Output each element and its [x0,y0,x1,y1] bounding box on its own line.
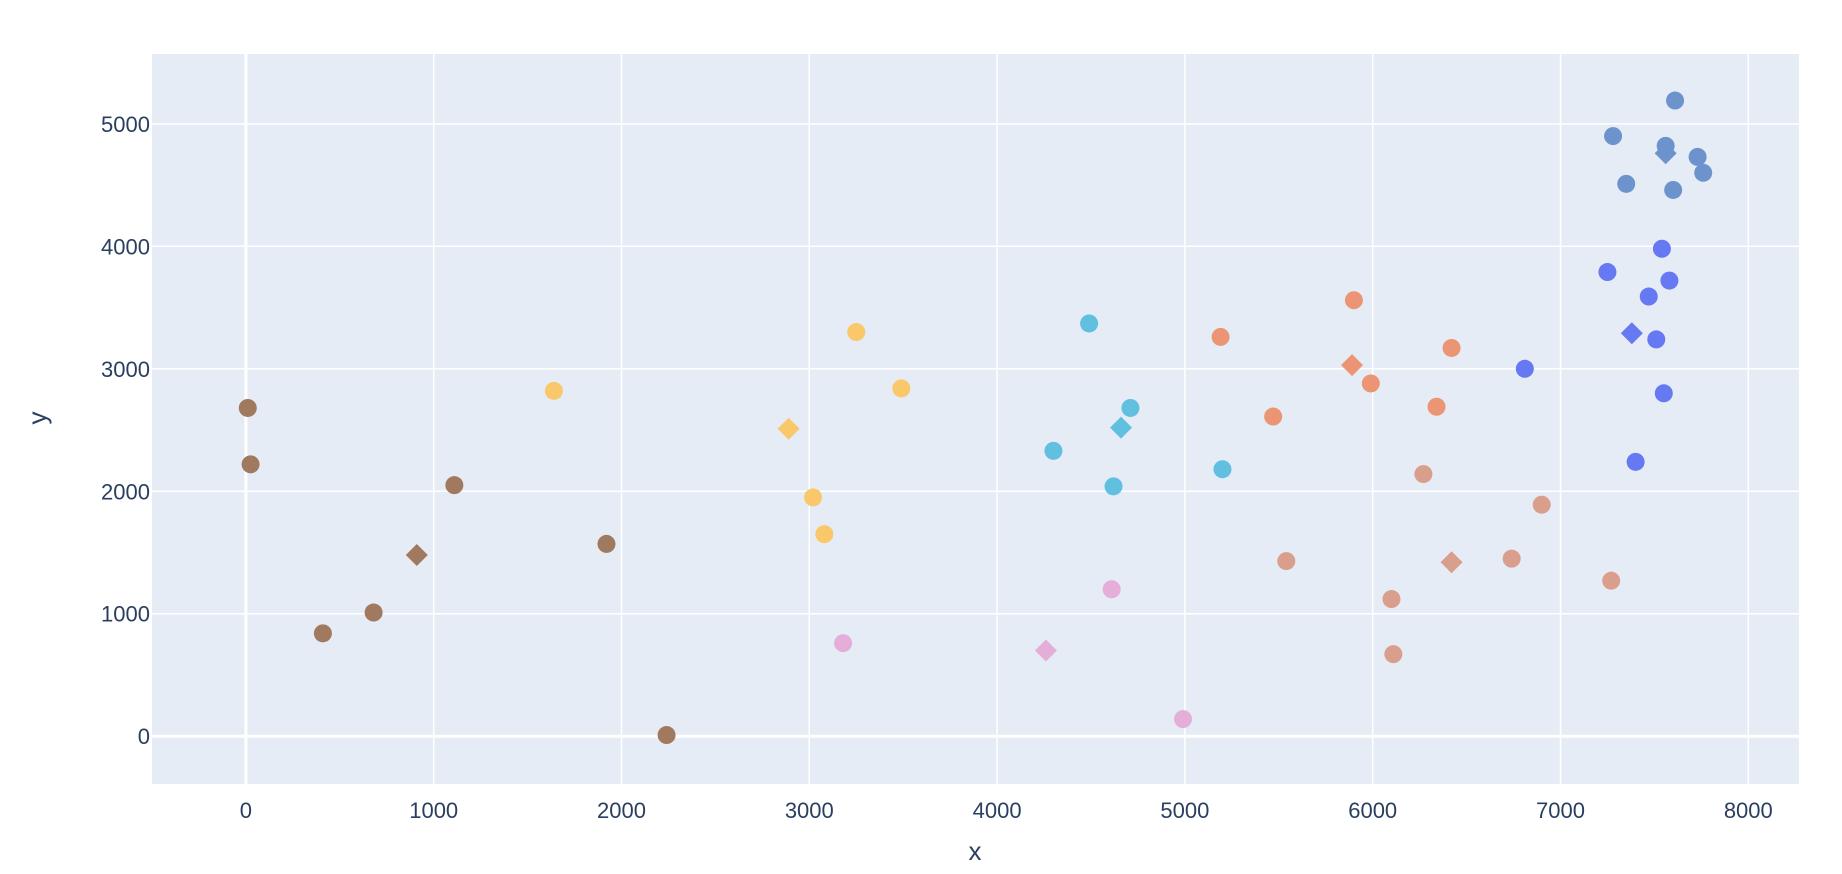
y-axis-title: y [22,412,52,425]
centroid-marker [1110,416,1133,439]
cluster-8 [1604,91,1713,199]
y-tick-label: 4000 [101,234,150,259]
cluster-4 [1044,314,1232,496]
centroid-marker [1440,551,1463,574]
data-point [1264,407,1283,426]
data-point [1664,180,1683,199]
data-point [313,624,332,643]
data-point [1652,239,1671,258]
x-tick-label: 0 [240,798,252,823]
centroid-marker [1654,142,1677,165]
x-tick-label: 6000 [1348,798,1397,823]
x-tick-label: 4000 [973,798,1022,823]
data-point [1617,174,1636,193]
cluster-2 [544,323,911,544]
data-point [1211,327,1230,346]
x-tick-label: 1000 [409,798,458,823]
data-point [1174,710,1193,729]
data-point [1104,477,1123,496]
data-point [1598,263,1617,282]
x-tick-label: 3000 [785,798,834,823]
data-point [1532,495,1551,514]
data-point [815,525,834,544]
data-point [597,534,616,553]
y-axis-ticks: 0 1000 2000 3000 4000 5000 [101,112,150,749]
data-point [364,603,383,622]
data-point [1442,338,1461,357]
data-point [1626,452,1645,471]
data-point [544,381,563,400]
centroid-marker [1341,354,1364,377]
data-point [1361,374,1380,393]
centroid-marker [1034,639,1057,662]
y-tick-label: 0 [138,724,150,749]
data-point [892,379,911,398]
x-axis-ticks: 0 1000 2000 3000 4000 5000 6000 7000 8000 [240,798,1773,823]
data-point [1427,397,1446,416]
cluster-1 [238,398,676,745]
data-point [1502,549,1521,568]
data-point [445,476,464,495]
data-point [1604,127,1623,146]
data-point [1639,287,1658,306]
data-point [1044,441,1063,460]
data-point [1344,291,1363,310]
y-tick-label: 1000 [101,602,150,627]
data-point [1654,384,1673,403]
data-point [834,634,853,653]
x-tick-label: 8000 [1724,798,1773,823]
data-point [804,488,823,507]
data-point [1694,163,1713,182]
cluster-3 [834,580,1193,729]
x-tick-label: 5000 [1160,798,1209,823]
y-tick-label: 3000 [101,357,150,382]
x-tick-label: 7000 [1536,798,1585,823]
data-point [1660,271,1679,290]
data-point [1080,314,1099,333]
y-tick-label: 5000 [101,112,150,137]
data-point [1277,552,1296,571]
data-point [1688,147,1707,166]
plot-area [152,54,1799,784]
data-point [1102,580,1121,599]
cluster-7 [1515,239,1679,471]
data-point [657,726,676,745]
data-point [1515,359,1534,378]
cluster-5 [1211,291,1461,426]
data-point [1121,398,1140,417]
data-point [1213,460,1232,479]
data-point [1414,465,1433,484]
data-point [1602,571,1621,590]
centroid-marker [405,543,428,566]
data-points [238,91,1713,745]
centroid-marker [1620,322,1643,345]
data-point [1384,645,1403,664]
x-axis-title: x [969,836,982,866]
cluster-6 [1277,465,1621,664]
centroid-marker [777,417,800,440]
data-point [1647,330,1666,349]
data-point [238,398,257,417]
data-point [847,323,866,342]
data-point [1666,91,1685,110]
y-tick-label: 2000 [101,479,150,504]
data-point [241,455,260,474]
x-tick-label: 2000 [597,798,646,823]
data-point [1382,590,1401,609]
